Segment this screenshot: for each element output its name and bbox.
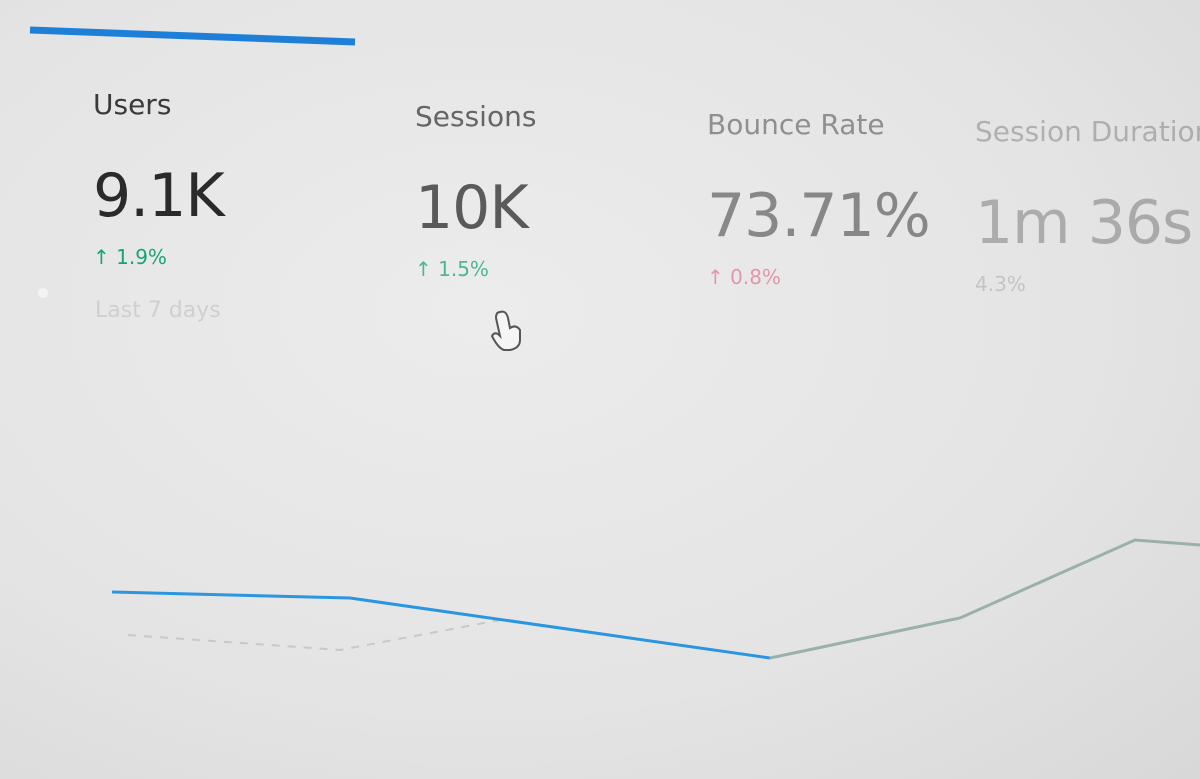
metric-change: ↑ 0.8% [707, 265, 781, 289]
metric-label: Users [93, 88, 172, 121]
metric-change: ↑ 1.5% [415, 257, 489, 281]
metric-value: 1m 36s [975, 188, 1193, 258]
metric-sessions[interactable]: Sessions 10K ↑ 1.5% [415, 100, 536, 281]
trend-line [111, 590, 771, 660]
cursor [490, 310, 521, 351]
comparison-line [127, 619, 501, 652]
metric-value: 73.71% [707, 181, 931, 251]
metric-label: Bounce Rate [707, 108, 885, 141]
trend-line-tail [769, 538, 1200, 660]
range-icon [38, 288, 48, 298]
date-range[interactable]: Last 7 days [95, 298, 221, 323]
metric-label: Session Duration [975, 115, 1200, 148]
metric-change: ↑ 1.9% [93, 245, 167, 269]
metric-users[interactable]: Users 9.1K ↑ 1.9% [93, 88, 225, 269]
metric-label: Sessions [415, 100, 537, 133]
metric-session-duration[interactable]: Session Duration 1m 36s 4.3% [975, 115, 1200, 296]
metric-bounce-rate[interactable]: Bounce Rate 73.71% ↑ 0.8% [707, 108, 931, 289]
active-tab-indicator [29, 26, 356, 46]
metric-change: 4.3% [975, 272, 1026, 296]
metric-value: 10K [415, 173, 529, 243]
metric-value: 9.1K [93, 161, 225, 231]
